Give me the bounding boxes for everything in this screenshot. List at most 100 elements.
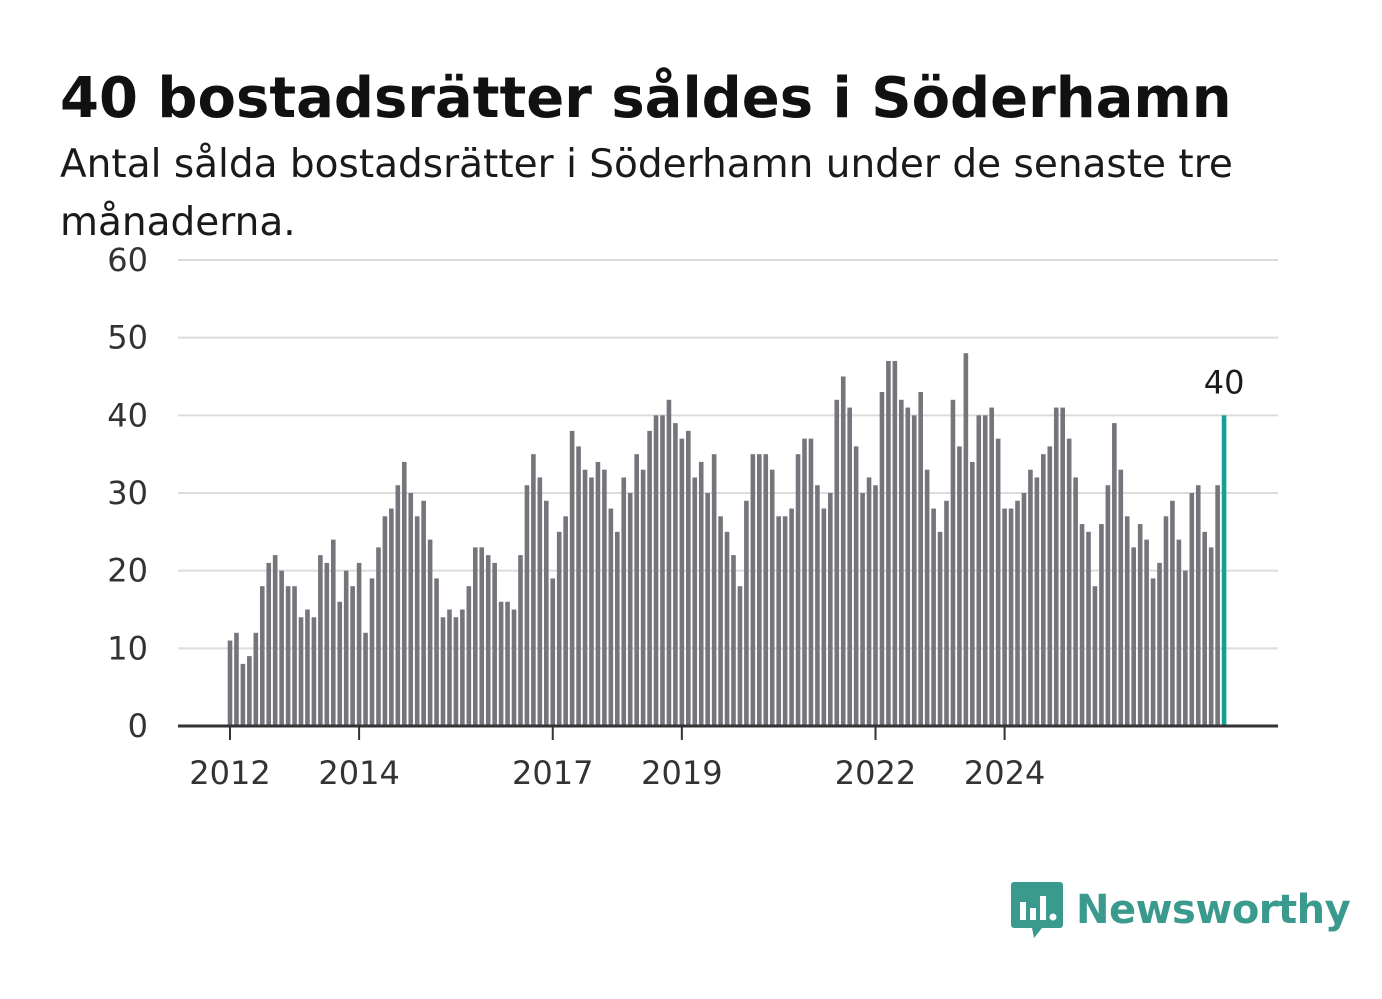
bar (782, 516, 788, 726)
bar (537, 477, 543, 726)
bar (1144, 539, 1149, 726)
bar (1215, 485, 1220, 726)
bar (847, 407, 852, 726)
bar (1170, 500, 1175, 726)
bar (1015, 500, 1020, 726)
bar (460, 609, 465, 726)
bar (421, 500, 426, 726)
bar (647, 430, 652, 726)
bar (989, 407, 994, 726)
bar (924, 469, 930, 726)
y-tick-label: 20 (107, 552, 148, 590)
bar (569, 430, 575, 726)
bar (1124, 516, 1130, 726)
y-tick-label: 40 (107, 396, 148, 434)
bar (950, 399, 956, 726)
bar (1157, 562, 1162, 726)
y-tick-label: 60 (107, 241, 148, 279)
bar (453, 617, 459, 726)
bar (376, 547, 381, 726)
bar (1060, 407, 1065, 726)
bar (408, 493, 414, 726)
bar (795, 454, 801, 726)
newsworthy-logo: Newsworthy (1010, 878, 1351, 942)
bar (369, 578, 375, 726)
bar (318, 555, 323, 726)
bar (615, 531, 620, 726)
bar (744, 500, 749, 726)
bar (1189, 493, 1195, 726)
highlight-bar (1221, 415, 1227, 726)
bar (485, 555, 491, 726)
bar (292, 586, 297, 726)
bar (873, 485, 878, 726)
bar (937, 531, 943, 726)
annotations: 40 (1204, 363, 1245, 401)
bar (731, 555, 736, 726)
bar (892, 360, 898, 726)
bar (737, 586, 743, 726)
bar (544, 500, 549, 726)
bar (718, 516, 723, 726)
bar (298, 617, 304, 726)
bar (963, 353, 969, 726)
bar (976, 415, 982, 726)
bar (395, 485, 401, 726)
bar (330, 539, 336, 726)
bar (711, 454, 717, 726)
bar (692, 477, 698, 726)
bar (511, 609, 517, 726)
bar (524, 485, 530, 726)
bar (1105, 485, 1111, 726)
bar (1112, 423, 1117, 726)
chart-subtitle: Antal sålda bostadsrätter i Söderhamn un… (60, 142, 1233, 245)
bar (1183, 570, 1188, 726)
bar (911, 415, 917, 726)
bar (660, 415, 665, 726)
bar (259, 586, 265, 726)
bar (498, 601, 504, 726)
bar (789, 508, 794, 726)
x-tick-label: 2017 (512, 754, 593, 792)
bar (1150, 578, 1156, 726)
bar (905, 407, 911, 726)
bar (634, 454, 639, 726)
bar (621, 477, 627, 726)
bar (1099, 524, 1104, 726)
bar (505, 601, 510, 726)
bar (1137, 524, 1143, 726)
bar (1195, 485, 1201, 726)
bar (266, 562, 272, 726)
bar (1047, 446, 1053, 726)
bar (602, 469, 607, 726)
bar (982, 415, 988, 726)
bar (492, 562, 497, 726)
bar (272, 555, 278, 726)
y-tick-label: 30 (107, 474, 148, 512)
bar (763, 454, 769, 726)
bar (686, 430, 691, 726)
brand-name: Newsworthy (1076, 887, 1351, 933)
bar (1041, 454, 1046, 726)
bar (944, 500, 949, 726)
bar (240, 663, 246, 726)
bar (840, 376, 846, 726)
bar (970, 461, 975, 726)
bar (563, 516, 568, 726)
bar (627, 493, 633, 726)
bar (879, 392, 885, 726)
bar (698, 461, 704, 726)
bar (582, 469, 588, 726)
bar (324, 562, 330, 726)
bar (1176, 539, 1182, 726)
bar (311, 617, 317, 726)
bar (1086, 531, 1091, 726)
bar (589, 477, 594, 726)
bar (447, 609, 452, 726)
bar (679, 438, 685, 726)
bar (247, 656, 252, 726)
bar (724, 531, 730, 726)
bar (821, 508, 827, 726)
bar (285, 586, 291, 726)
bar (1092, 586, 1098, 726)
